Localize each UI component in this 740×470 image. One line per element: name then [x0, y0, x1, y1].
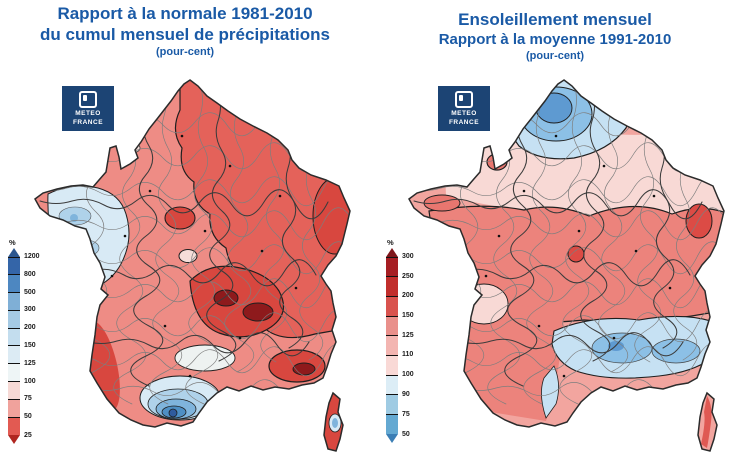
precipitation-title-unit: (pour-cent) — [155, 46, 215, 59]
legend-segment: 90 — [386, 391, 410, 415]
legend-tick-label: 50 — [24, 413, 32, 421]
precipitation-title-line1: Rapport à la normale 1981-2010 — [57, 4, 313, 23]
legend-tick-label: 150 — [402, 312, 414, 320]
legend-arrow-up-icon — [8, 248, 20, 257]
legend-tick-label: 125 — [24, 359, 36, 367]
legend-segment: 800 — [8, 271, 36, 293]
legend-arrow-down-icon — [386, 434, 398, 444]
sunshine-title: Ensoleillement mensuel Rapport à la moye… — [370, 10, 740, 63]
legend-tick-label: 300 — [24, 306, 36, 314]
legend-arrow-up-icon — [386, 248, 398, 257]
sunshine-title-unit: (pour-cent) — [525, 50, 585, 63]
legend-segment: 110 — [386, 351, 413, 376]
legend-segment: 125 — [8, 360, 36, 382]
france-map-precipitation — [34, 79, 351, 452]
legend-unit-label: % — [387, 238, 394, 247]
precipitation-color-scale: % 1200 800 500 300 200 150 12 — [8, 238, 40, 444]
meteo-france-logo-icon — [455, 91, 473, 109]
sunshine-color-scale: % 300 250 200 150 125 110 100 — [386, 238, 414, 444]
legend-arrow-down-wrap: 50 — [386, 431, 410, 444]
sunshine-fill-layer — [409, 80, 724, 451]
precipitation-fill-layer — [35, 80, 350, 451]
legend-segment: 1200 — [8, 253, 40, 275]
legend-segment: 300 — [386, 253, 414, 277]
legend-segment: 75 — [8, 395, 32, 418]
logo-text-france: FRANCE — [72, 118, 104, 126]
logo-text-meteo: METEO — [451, 110, 477, 118]
legend-tick-label: 50 — [402, 431, 410, 439]
logo-text-france: FRANCE — [448, 118, 480, 126]
legend-tick-label: 125 — [402, 331, 414, 339]
legend-tick-label: 200 — [402, 292, 414, 300]
legend-tick-label: 25 — [24, 431, 32, 439]
legend-segment: 500 — [8, 289, 36, 311]
precipitation-title-line2: du cumul mensuel de précipitations — [40, 24, 330, 44]
legend-tick-label: 75 — [402, 410, 410, 418]
legend-segment: 200 — [386, 292, 414, 317]
legend-tick-label: 150 — [24, 341, 36, 349]
legend-tick-label: 800 — [24, 270, 36, 278]
france-map-sunshine — [408, 79, 725, 452]
legend-tick-label: 250 — [402, 272, 414, 280]
legend-segment: 150 — [386, 312, 414, 336]
legend-tick-label: 90 — [402, 390, 410, 398]
legend-segment: 300 — [8, 306, 36, 329]
sunshine-title-line2: Rapport à la moyenne 1991-2010 — [438, 30, 672, 48]
legend-segment: 200 — [8, 324, 36, 346]
legend-segment: 125 — [386, 332, 414, 356]
meteo-france-logo: METEO FRANCE — [438, 86, 490, 131]
legend-tick-label: 300 — [402, 253, 414, 260]
legend-segment: 250 — [386, 273, 414, 297]
legend-segment: 100 — [8, 378, 36, 400]
legend-tick-label: 200 — [24, 324, 36, 332]
legend-arrow-down-icon — [8, 434, 20, 444]
legend-segment: 75 — [386, 411, 410, 435]
legend-tick-label: 500 — [24, 288, 36, 296]
legend-tick-label: 100 — [402, 371, 414, 379]
legend-segment: 50 — [8, 413, 32, 435]
legend-arrow-down-wrap: 25 — [8, 432, 32, 444]
meteo-france-logo: METEO FRANCE — [62, 86, 114, 131]
legend-tick-label: 1200 — [24, 253, 40, 260]
sunshine-title-line1: Ensoleillement mensuel — [458, 10, 652, 29]
precipitation-title: Rapport à la normale 1981-2010 du cumul … — [0, 4, 370, 60]
meteo-france-logo-icon — [79, 91, 97, 109]
logo-text-meteo: METEO — [75, 110, 101, 118]
legend-tick-label: 100 — [24, 377, 36, 385]
legend-tick-label: 75 — [24, 395, 32, 403]
legend-unit-label: % — [9, 238, 16, 247]
legend-tick-label: 110 — [402, 351, 414, 359]
legend-segment: 150 — [8, 342, 36, 364]
legend-segment: 100 — [386, 371, 414, 395]
